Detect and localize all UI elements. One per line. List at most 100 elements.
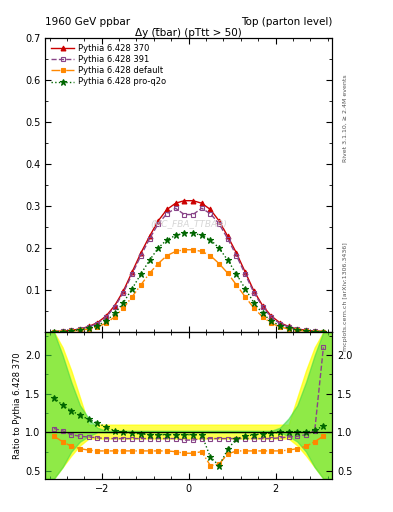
Pythia 6.428 370 — [286, 324, 291, 330]
Pythia 6.428 370 — [121, 288, 126, 294]
Pythia 6.428 default — [252, 305, 256, 311]
Pythia 6.428 pro-q2o — [321, 329, 326, 335]
Text: (MC_FBA_TTBAR): (MC_FBA_TTBAR) — [150, 219, 227, 228]
Pythia 6.428 default — [60, 329, 65, 335]
Pythia 6.428 pro-q2o — [226, 257, 230, 263]
Pythia 6.428 pro-q2o — [86, 325, 91, 331]
Pythia 6.428 pro-q2o — [277, 323, 282, 329]
Pythia 6.428 370 — [86, 324, 91, 330]
Pythia 6.428 370 — [260, 303, 265, 309]
Pythia 6.428 default — [286, 326, 291, 332]
Pythia 6.428 pro-q2o — [130, 286, 134, 292]
Pythia 6.428 370 — [60, 328, 65, 334]
Pythia 6.428 default — [95, 324, 100, 330]
Pythia 6.428 370 — [277, 319, 282, 326]
Pythia 6.428 391 — [130, 271, 134, 277]
Pythia 6.428 391 — [86, 324, 91, 330]
Pythia 6.428 pro-q2o — [147, 257, 152, 263]
Pythia 6.428 default — [260, 314, 265, 320]
Pythia 6.428 370 — [138, 250, 143, 256]
Pythia 6.428 391 — [208, 210, 213, 217]
Pythia 6.428 pro-q2o — [165, 237, 169, 243]
Pythia 6.428 370 — [130, 269, 134, 275]
Pythia 6.428 370 — [182, 198, 187, 204]
Pythia 6.428 default — [191, 247, 195, 253]
Pythia 6.428 370 — [173, 200, 178, 206]
Pythia 6.428 default — [321, 329, 326, 335]
Pythia 6.428 pro-q2o — [243, 286, 248, 292]
Pythia 6.428 391 — [112, 304, 117, 310]
Pythia 6.428 391 — [121, 289, 126, 295]
Pythia 6.428 370 — [269, 313, 274, 319]
Pythia 6.428 370 — [226, 233, 230, 240]
Pythia 6.428 default — [51, 329, 56, 335]
Pythia 6.428 pro-q2o — [104, 318, 108, 324]
Pythia 6.428 391 — [156, 221, 161, 227]
Pythia 6.428 391 — [304, 327, 309, 333]
Pythia 6.428 pro-q2o — [304, 328, 309, 334]
Pythia 6.428 391 — [138, 252, 143, 259]
Pythia 6.428 pro-q2o — [77, 327, 82, 333]
Pythia 6.428 370 — [69, 327, 73, 333]
Pythia 6.428 default — [199, 248, 204, 254]
Pythia 6.428 default — [69, 328, 73, 334]
Pythia 6.428 370 — [95, 319, 100, 326]
Pythia 6.428 391 — [69, 327, 73, 333]
Pythia 6.428 default — [86, 326, 91, 332]
Pythia 6.428 370 — [243, 269, 248, 275]
Pythia 6.428 default — [277, 324, 282, 330]
Pythia 6.428 pro-q2o — [112, 310, 117, 316]
Pythia 6.428 370 — [156, 218, 161, 224]
Pythia 6.428 391 — [95, 321, 100, 327]
Pythia 6.428 default — [208, 252, 213, 259]
Pythia 6.428 370 — [321, 329, 326, 335]
Pythia 6.428 391 — [295, 326, 300, 332]
Pythia 6.428 391 — [234, 252, 239, 259]
Pythia 6.428 391 — [217, 221, 221, 227]
Pythia 6.428 default — [173, 248, 178, 254]
Pythia 6.428 391 — [260, 304, 265, 310]
Pythia 6.428 default — [182, 247, 187, 253]
Pythia 6.428 pro-q2o — [217, 245, 221, 251]
Pythia 6.428 pro-q2o — [286, 325, 291, 331]
Pythia 6.428 391 — [286, 324, 291, 330]
Pythia 6.428 391 — [277, 321, 282, 327]
Pythia 6.428 370 — [295, 326, 300, 332]
Pythia 6.428 370 — [208, 206, 213, 212]
Pythia 6.428 391 — [199, 205, 204, 211]
Title: Δy (t̅̅bar) (pTtt > 50): Δy (t̅̅bar) (pTtt > 50) — [135, 28, 242, 37]
Pythia 6.428 default — [234, 282, 239, 288]
Line: Pythia 6.428 pro-q2o: Pythia 6.428 pro-q2o — [50, 229, 327, 335]
Text: Rivet 3.1.10, ≥ 2.4M events: Rivet 3.1.10, ≥ 2.4M events — [343, 74, 348, 162]
Pythia 6.428 391 — [173, 205, 178, 211]
Pythia 6.428 391 — [269, 314, 274, 321]
Pythia 6.428 391 — [60, 328, 65, 334]
Pythia 6.428 default — [165, 252, 169, 259]
Pythia 6.428 pro-q2o — [208, 237, 213, 243]
Pythia 6.428 370 — [234, 250, 239, 256]
Pythia 6.428 default — [243, 294, 248, 300]
Pythia 6.428 391 — [182, 211, 187, 218]
Text: 1960 GeV ppbar: 1960 GeV ppbar — [45, 17, 130, 27]
Pythia 6.428 default — [147, 270, 152, 276]
Pythia 6.428 391 — [312, 328, 317, 334]
Pythia 6.428 391 — [321, 329, 326, 335]
Pythia 6.428 pro-q2o — [173, 232, 178, 239]
Pythia 6.428 370 — [147, 233, 152, 240]
Pythia 6.428 pro-q2o — [260, 310, 265, 316]
Pythia 6.428 370 — [112, 303, 117, 309]
Pythia 6.428 391 — [77, 326, 82, 332]
Pythia 6.428 default — [304, 328, 309, 334]
Pythia 6.428 pro-q2o — [182, 230, 187, 236]
Pythia 6.428 370 — [77, 326, 82, 332]
Pythia 6.428 391 — [104, 314, 108, 321]
Pythia 6.428 391 — [165, 210, 169, 217]
Pythia 6.428 default — [217, 261, 221, 267]
Pythia 6.428 pro-q2o — [269, 318, 274, 324]
Pythia 6.428 370 — [217, 218, 221, 224]
Pythia 6.428 391 — [191, 211, 195, 218]
Pythia 6.428 391 — [243, 271, 248, 277]
Pythia 6.428 370 — [191, 198, 195, 204]
Pythia 6.428 default — [130, 294, 134, 300]
Pythia 6.428 default — [226, 270, 230, 276]
